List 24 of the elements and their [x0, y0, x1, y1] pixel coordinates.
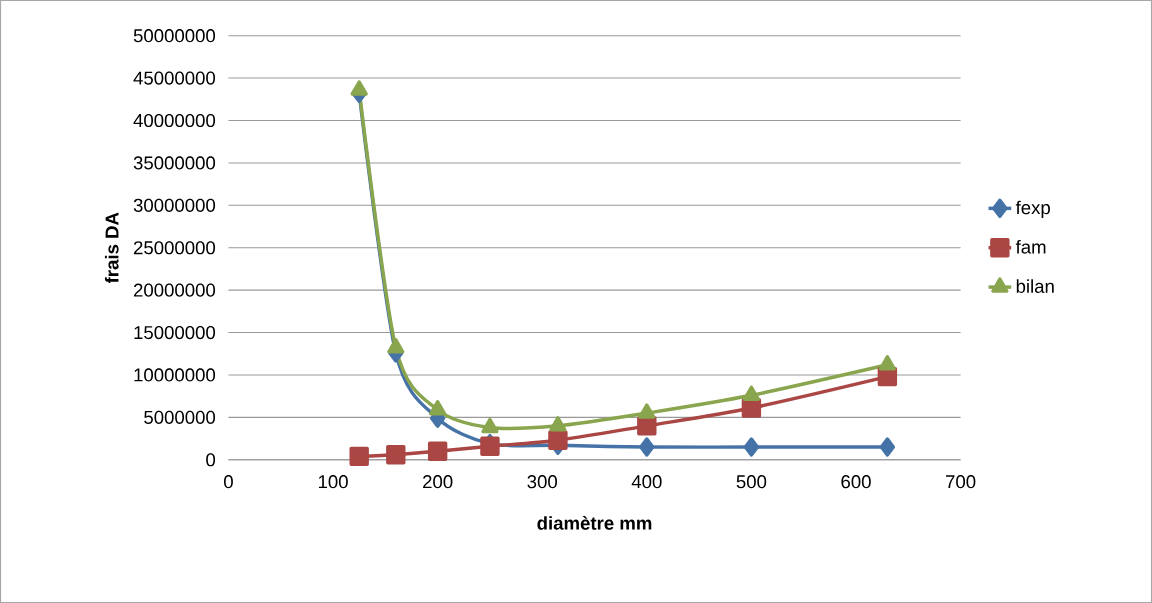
x-tick-label: 400	[631, 475, 662, 489]
x-tick-label: 600	[841, 475, 871, 489]
y-tick-label: 0	[206, 453, 216, 467]
y-tick-label: 45000000	[133, 71, 216, 85]
y-tick-label: 15000000	[134, 325, 216, 340]
y-tick-label: 40000000	[133, 113, 216, 128]
y-tick-label: 25000000	[133, 241, 216, 255]
x-tick-label: 300	[527, 475, 558, 489]
legend-label: fexp	[1015, 200, 1050, 218]
x-tick-label: 700	[946, 475, 976, 489]
y-tick-label: 30000000	[133, 198, 216, 212]
y-tick-label: 35000000	[133, 156, 216, 170]
x-tick-label: 0	[224, 475, 233, 489]
y-tick-label: 50000000	[133, 29, 216, 43]
y-tick-label: 20000000	[133, 283, 216, 297]
y-tick-label: 5000000	[144, 410, 216, 424]
x-tick-label: 200	[423, 475, 453, 489]
legend-label: bilan	[1016, 279, 1054, 293]
x-axis-title: diamètre mm	[537, 515, 652, 530]
x-tick-label: 100	[318, 475, 348, 489]
y-axis-title: frais DA	[104, 212, 119, 283]
y-tick-label: 10000000	[134, 368, 216, 382]
legend-label: fam	[1015, 239, 1046, 254]
x-tick-label: 500	[736, 475, 767, 489]
